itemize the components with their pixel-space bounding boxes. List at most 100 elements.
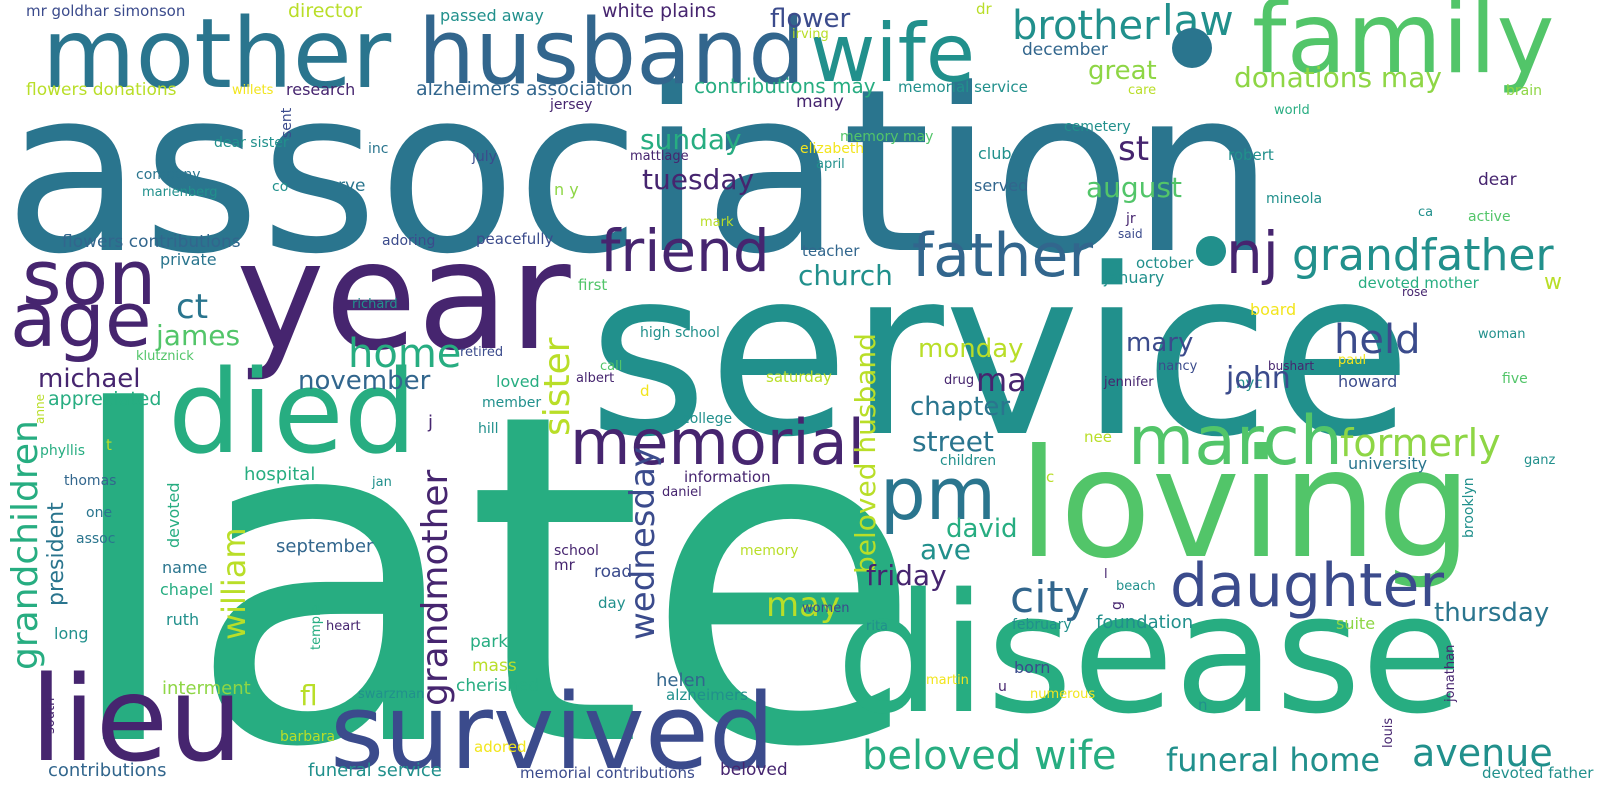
word-david: david: [946, 514, 1018, 544]
word-adored: adored: [474, 738, 527, 756]
word-service: service: [588, 221, 1412, 488]
word-foundation: foundation: [1096, 612, 1194, 633]
word-pm: pm: [880, 452, 996, 536]
dot-mark: [1172, 28, 1212, 68]
word-grandmother: grandmother: [415, 469, 456, 706]
word-c: c: [1046, 468, 1055, 486]
word-october: october: [1136, 254, 1194, 272]
word-dear: dear: [1478, 170, 1517, 190]
word-devoted-mother: devoted mother: [1358, 274, 1479, 292]
word-avenue: avenue: [1412, 731, 1553, 775]
word-irving: irving: [792, 27, 829, 42]
word-fl: fl: [300, 679, 318, 712]
word-funeral-home: funeral home: [1166, 741, 1381, 779]
word-daughter: daughter: [1170, 551, 1445, 621]
word-street: street: [912, 425, 994, 458]
word-high-school: high school: [640, 325, 720, 341]
word-research: research: [286, 80, 356, 99]
word-tuesday: tuesday: [642, 163, 755, 196]
word-mineola: mineola: [1266, 191, 1323, 207]
word-bushart: bushart: [1268, 359, 1315, 373]
word-home: home: [348, 331, 462, 377]
word-phyllis: phyllis: [40, 443, 86, 459]
word-mattlage: mattlage: [630, 149, 689, 164]
word-city: city: [1010, 572, 1090, 623]
word-woman: woman: [1478, 327, 1526, 342]
word-march: march: [1128, 402, 1343, 481]
word-howard: howard: [1338, 372, 1398, 391]
word-children: children: [940, 453, 997, 469]
word-st: st: [1118, 129, 1150, 169]
word-friend: friend: [600, 217, 770, 285]
word-park: park: [470, 632, 509, 652]
word-robert: robert: [1228, 146, 1274, 164]
word-grandchildren: grandchildren: [5, 420, 46, 670]
word-loving: loving: [1018, 418, 1473, 592]
word-beloved-wife: beloved wife: [862, 733, 1117, 779]
word-mr-goldhar-simonson: mr goldhar simonson: [26, 2, 186, 20]
word-private: private: [160, 250, 217, 269]
word-mark: mark: [700, 215, 734, 230]
word-call: call: [600, 359, 623, 374]
word-member: member: [482, 395, 542, 411]
word-brother: brother: [1012, 3, 1160, 49]
word-helen: helen: [656, 670, 706, 691]
word-family: family: [1252, 0, 1555, 96]
word-alzheimers: alzheimers: [666, 686, 748, 704]
word-mr: mr: [554, 556, 575, 574]
word-martin: martin: [926, 673, 969, 688]
word-elizabeth: elizabeth: [800, 141, 865, 157]
word-n-y: n y: [554, 180, 579, 199]
word-nee: nee: [1084, 428, 1112, 446]
word-jersey: jersey: [550, 97, 593, 113]
word-chapter: chapter: [910, 392, 1011, 422]
word-sent: sent: [279, 107, 295, 138]
word-memorial-contributions: memorial contributions: [520, 764, 695, 782]
word-first: first: [578, 276, 608, 294]
word-february: february: [1012, 617, 1072, 633]
word-july: july: [472, 149, 497, 165]
word-drug: drug: [944, 373, 975, 388]
word-ca: ca: [1418, 205, 1434, 220]
word-flowers-donations: flowers donations: [26, 80, 177, 100]
word-college: college: [682, 411, 733, 427]
word-flowers-contributions: flowers contributions: [62, 232, 241, 252]
word-funeral-service: funeral service: [308, 760, 442, 781]
word-rita: rita: [866, 619, 889, 634]
word-swarzman: swarzman: [358, 687, 425, 702]
word-september: september: [276, 536, 374, 557]
word-passed-away: passed away: [440, 6, 544, 25]
word-g: g: [1109, 601, 1125, 610]
word-co: co: [272, 179, 289, 195]
word-memory: memory: [740, 543, 799, 559]
word-brooklyn: brooklyn: [1461, 477, 1477, 538]
word-december: december: [1022, 40, 1108, 60]
word-formerly: formerly: [1340, 421, 1501, 465]
word-lieu: lieu: [30, 650, 243, 788]
word-john: john: [1226, 361, 1291, 396]
word-born: born: [1014, 658, 1051, 677]
word-white-plains: white plains: [602, 0, 717, 22]
word-august: august: [1086, 171, 1182, 204]
word-flower: flower: [770, 4, 851, 34]
word-april: april: [816, 157, 845, 172]
word-world: world: [1274, 103, 1310, 118]
word-wednesday: wednesday: [623, 446, 663, 640]
word-day: day: [598, 594, 626, 612]
word-heart: heart: [326, 619, 361, 634]
word-inc: inc: [368, 141, 389, 157]
word-william: william: [215, 527, 253, 640]
word-loved: loved: [496, 372, 540, 391]
word-d: d: [640, 382, 650, 400]
word-anne: anne: [33, 394, 47, 424]
word-rose: rose: [1402, 285, 1428, 299]
word-michael: michael: [38, 364, 141, 394]
word-five: five: [1502, 371, 1528, 387]
word-marienberg: marienberg: [142, 185, 218, 200]
word-january: january: [1104, 268, 1165, 287]
word-saturday: saturday: [766, 368, 832, 386]
word-jonathan: jonathan: [1443, 644, 1458, 702]
word-louis: louis: [1381, 717, 1396, 748]
word-retired: retired: [460, 345, 504, 360]
word-numerous: numerous: [1030, 687, 1096, 702]
